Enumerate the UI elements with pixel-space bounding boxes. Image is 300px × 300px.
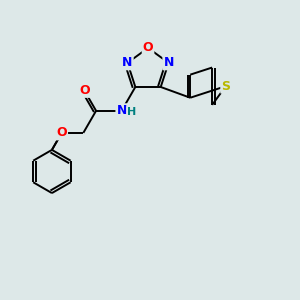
Text: O: O <box>56 126 67 140</box>
Text: N: N <box>164 56 174 69</box>
Text: H: H <box>127 107 136 117</box>
Text: S: S <box>221 80 230 93</box>
Text: N: N <box>122 56 133 69</box>
Text: N: N <box>116 104 127 117</box>
Text: O: O <box>143 41 153 54</box>
Text: O: O <box>79 84 90 97</box>
